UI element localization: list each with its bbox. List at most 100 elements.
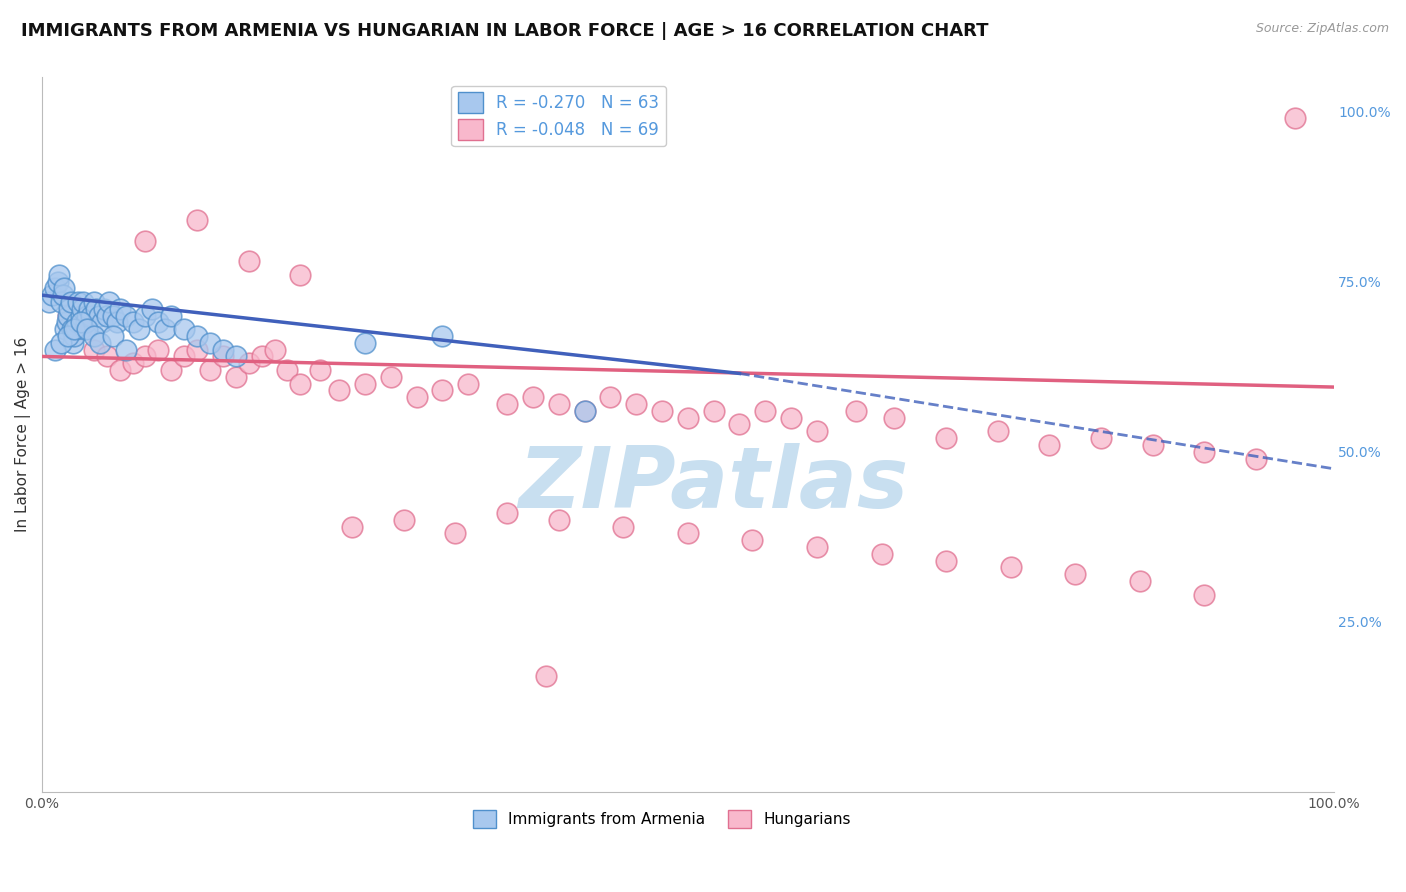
Point (574, 404, 596, 418)
Point (547, 397, 569, 411)
Point (780, 410, 803, 425)
Point (534, 669, 557, 683)
Point (148, 343, 170, 357)
Point (60, 322, 83, 336)
Point (83, 343, 105, 357)
Point (405, 390, 427, 404)
Point (44, 343, 66, 357)
Point (72, 295, 94, 310)
Point (1038, 438, 1060, 452)
Point (354, 376, 377, 391)
Point (53, 281, 76, 295)
Point (624, 397, 647, 411)
Point (75, 315, 97, 329)
Point (52, 288, 75, 302)
Text: Source: ZipAtlas.com: Source: ZipAtlas.com (1256, 22, 1389, 36)
Point (70, 322, 93, 336)
Point (83, 329, 105, 343)
Point (44, 281, 66, 295)
Point (70, 301, 93, 316)
Point (65, 322, 87, 336)
Point (676, 526, 699, 541)
Point (212, 343, 235, 357)
Point (173, 350, 195, 364)
Point (108, 301, 131, 316)
Point (432, 384, 454, 398)
Point (676, 410, 699, 425)
Text: ZIPatlas: ZIPatlas (519, 443, 908, 526)
Point (806, 540, 828, 554)
Point (444, 526, 467, 541)
Point (173, 322, 195, 336)
Point (496, 506, 519, 520)
Point (225, 369, 247, 384)
Point (121, 356, 143, 370)
Point (290, 376, 312, 391)
Point (73, 322, 96, 336)
Point (212, 350, 235, 364)
Point (1194, 588, 1216, 602)
Point (98, 295, 121, 310)
Point (845, 404, 868, 418)
Point (186, 343, 208, 357)
Point (89, 335, 111, 350)
Point (754, 404, 776, 418)
Point (935, 553, 957, 567)
Legend: Immigrants from Armenia, Hungarians: Immigrants from Armenia, Hungarians (467, 804, 858, 834)
Point (599, 390, 621, 404)
Point (53, 322, 76, 336)
Point (67, 295, 90, 310)
Point (238, 356, 260, 370)
Point (935, 431, 957, 445)
Point (41, 288, 63, 302)
Point (86, 301, 108, 316)
Point (76, 309, 98, 323)
Point (56, 309, 79, 323)
Point (58, 301, 80, 316)
Point (392, 513, 415, 527)
Point (1244, 451, 1267, 466)
Point (574, 404, 596, 418)
Point (77, 301, 100, 316)
Point (276, 363, 298, 377)
Point (70, 309, 93, 323)
Point (238, 254, 260, 268)
Point (870, 547, 893, 561)
Point (728, 417, 751, 432)
Point (59, 295, 82, 310)
Point (48, 268, 70, 282)
Point (1000, 560, 1022, 574)
Point (806, 425, 828, 439)
Point (290, 268, 312, 282)
Point (96, 350, 118, 364)
Point (38, 295, 60, 310)
Point (547, 513, 569, 527)
Point (115, 343, 138, 357)
Point (70, 315, 93, 329)
Point (250, 350, 273, 364)
Point (83, 295, 105, 310)
Point (160, 363, 183, 377)
Point (1194, 444, 1216, 458)
Point (56, 309, 79, 323)
Point (46, 275, 69, 289)
Point (741, 533, 763, 548)
Point (148, 315, 170, 329)
Point (612, 519, 634, 533)
Y-axis label: In Labor Force | Age > 16: In Labor Force | Age > 16 (15, 337, 31, 533)
Point (108, 363, 131, 377)
Point (263, 343, 285, 357)
Point (134, 234, 156, 248)
Point (134, 309, 156, 323)
Point (340, 519, 363, 533)
Point (90, 315, 112, 329)
Point (87, 309, 110, 323)
Point (1142, 438, 1164, 452)
Point (186, 213, 208, 227)
Point (703, 404, 725, 418)
Point (93, 301, 115, 316)
Point (55, 315, 77, 329)
Point (457, 376, 479, 391)
Point (153, 322, 176, 336)
Point (198, 335, 221, 350)
